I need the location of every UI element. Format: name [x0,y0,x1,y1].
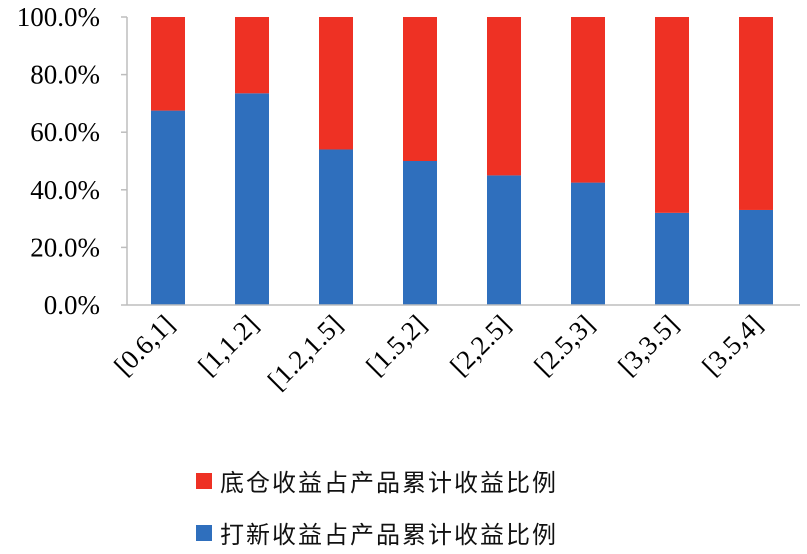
y-tick-label: 40.0% [30,175,100,205]
x-axis-ticks: [0.6,1] [1,1.2][1.2,1.5] [1.5,2] [2,2.5] [2.… [108,309,768,395]
bar-base-2 [319,17,353,150]
x-tick-label: [1.5,2] [360,309,432,381]
y-tick-label: 60.0% [30,117,100,147]
legend-swatch-blue [196,524,212,541]
x-tick-label: [1,1.2] [192,309,264,381]
legend-label-ipo: 打新收益占产品累计收益比例 [220,521,558,549]
x-tick-label: [2,2.5] [444,309,516,381]
bar-ipo-5 [571,182,605,305]
bar-base-0 [151,17,185,111]
x-tick-label: [0.6,1] [108,309,180,381]
x-tick-label: [1.2,1.5] [262,309,348,395]
bar-base-1 [235,17,269,94]
y-tick-label: 80.0% [30,60,100,90]
bar-ipo-1 [235,93,269,305]
bar-base-4 [487,17,521,176]
bar-ipo-2 [319,149,353,305]
bar-ipo-0 [151,110,185,305]
x-tick-label: [3.5,4] [696,309,768,381]
y-tick-label: 20.0% [30,232,100,262]
bar-base-6 [655,17,689,213]
bar-ipo-6 [655,212,689,305]
bars-group [151,17,773,305]
bar-base-5 [571,17,605,183]
bar-base-3 [403,17,437,161]
bar-ipo-3 [403,161,437,305]
legend-label-base: 底仓收益占产品累计收益比例 [220,469,558,497]
y-tick-label: 0.0% [44,290,100,320]
legend-swatch-red [196,472,212,489]
stacked-bar-chart: 0.0%20.0%40.0%60.0%80.0%100.0% [0.6,1] [1… [17,2,800,395]
x-tick-label: [2.5,3] [528,309,600,381]
bar-base-7 [739,17,773,210]
y-tick-label: 100.0% [17,2,100,32]
y-axis-ticks: 0.0% 20.0% 40.0% 60.0% 80.0% 100.0% [17,2,127,320]
bar-ipo-7 [739,209,773,305]
legend-item-ipo: 打新收益占产品累计收益比例 [196,515,558,550]
legend-item-base: 底仓收益占产品累计收益比例 [196,463,558,498]
x-tick-label: [3,3.5] [612,309,684,381]
bar-ipo-4 [487,175,521,305]
